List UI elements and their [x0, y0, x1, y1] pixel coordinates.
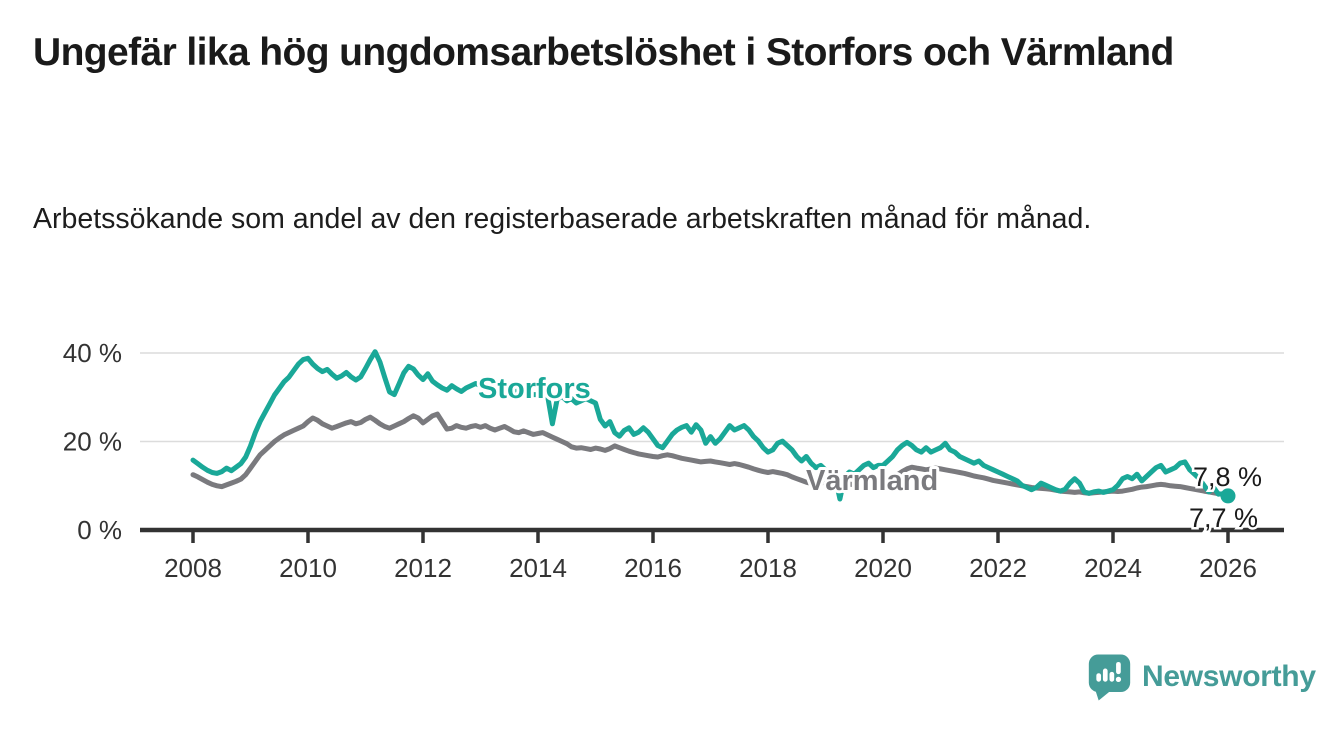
x-tick-label-2022: 2022 [969, 553, 1027, 583]
y-tick-label-40: 40 % [63, 338, 122, 368]
x-tick-label-2014: 2014 [509, 553, 567, 583]
y-tick-label-0: 0 % [77, 515, 122, 545]
x-tick-label-2026: 2026 [1199, 553, 1257, 583]
chart-subtitle: Arbetssökande som andel av den registerb… [33, 203, 1092, 235]
x-tick-label-2010: 2010 [279, 553, 337, 583]
chart-title: Ungefär lika hög ungdomsarbetslöshet i S… [33, 31, 1174, 74]
storfors-end-dot [1220, 488, 1236, 504]
newsworthy-logo: Newsworthy [1086, 652, 1316, 702]
line-storfors [190, 349, 1231, 502]
x-tick-label-2016: 2016 [624, 553, 682, 583]
storfors-end-value-label: 7,7 % [1189, 503, 1258, 533]
newsworthy-logo-icon [1088, 654, 1131, 701]
x-tick-label-2024: 2024 [1084, 553, 1142, 583]
x-tick-label-2020: 2020 [854, 553, 912, 583]
x-tick-label-2018: 2018 [739, 553, 797, 583]
värmland-end-value-label: 7,8 % [1193, 462, 1262, 492]
x-tick-label-2012: 2012 [394, 553, 452, 583]
storfors-line-label: Storfors [478, 373, 591, 405]
y-tick-label-20: 20 % [63, 427, 122, 457]
värmland-line-label: Värmland [806, 465, 938, 497]
newsworthy-logo-text: Newsworthy [1142, 660, 1316, 693]
x-tick-label-2008: 2008 [164, 553, 222, 583]
